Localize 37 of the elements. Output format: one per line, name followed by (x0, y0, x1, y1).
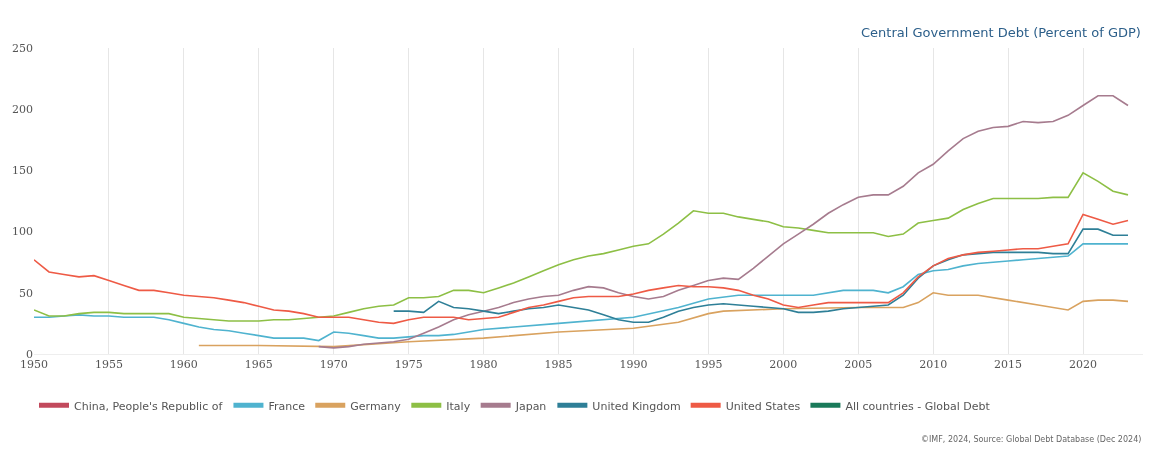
line-series (392, 228, 1129, 323)
x-tick-label: 1995 (694, 358, 723, 372)
x-tick-label: 1975 (394, 358, 423, 372)
x-tick-label: 2000 (769, 358, 798, 372)
legend-label: Italy (446, 399, 471, 413)
x-tick-label: 1950 (20, 358, 48, 372)
x-tick-label: 1955 (94, 358, 123, 372)
text: ©IMF, 2024, Source: Global Debt Database (Dec 2024) (921, 435, 1142, 444)
line-series (34, 243, 1129, 342)
x-tick-label: 1960 (169, 358, 198, 372)
x-tick-label: 2020 (1069, 358, 1098, 372)
line-series (34, 213, 1129, 325)
line-series (198, 292, 1129, 348)
x-tick-label: 2010 (919, 358, 948, 372)
x-tick-label: 2005 (844, 358, 873, 372)
y-tick-label: 100 (12, 225, 33, 239)
legend-label: United Kingdom (592, 399, 681, 413)
x-tick-label: 1985 (544, 358, 573, 372)
legend-label: China, People's Republic of (74, 399, 224, 413)
legend-label: Japan (514, 399, 547, 413)
x-tick-label: 1990 (619, 358, 648, 372)
line-series (34, 172, 1129, 322)
legend-label: All countries - Global Debt (845, 399, 991, 413)
y-tick-label: 200 (12, 103, 33, 117)
x-tick-label: 1970 (319, 358, 348, 372)
legend-label: United States (725, 399, 801, 413)
x-tick-label: 1965 (244, 358, 273, 372)
y-tick-label: 0 (26, 347, 33, 361)
x-tick-label: 1980 (469, 358, 498, 372)
y-tick-label: 250 (12, 41, 33, 55)
line-series (317, 94, 1129, 349)
y-tick-label: 150 (12, 164, 33, 178)
legend-label: Germany (350, 399, 402, 413)
chart-title: Central Government Debt (Percent of GDP) (861, 25, 1141, 40)
x-tick-label: 2015 (994, 358, 1023, 372)
legend-label: France (268, 399, 306, 413)
y-tick-label: 50 (19, 286, 33, 300)
